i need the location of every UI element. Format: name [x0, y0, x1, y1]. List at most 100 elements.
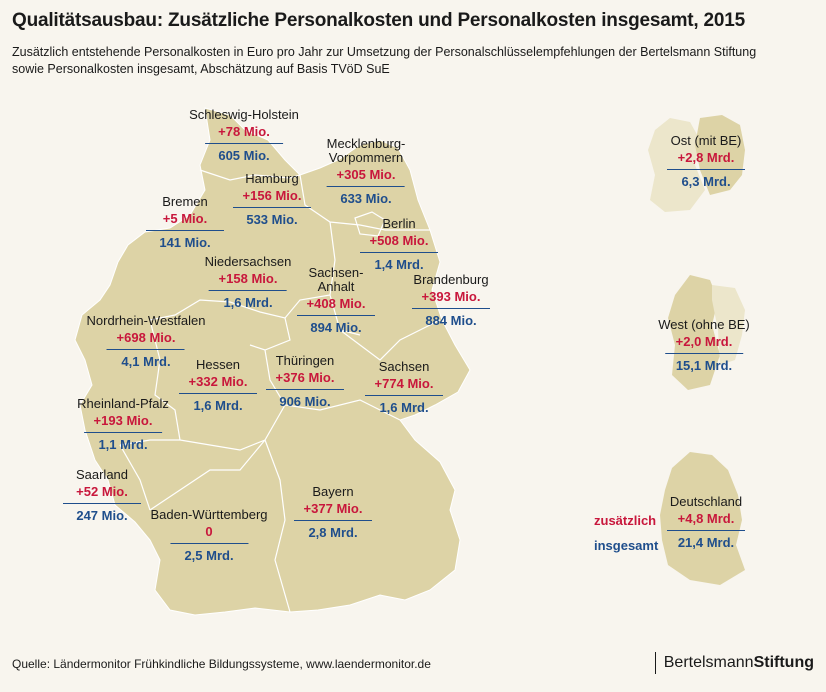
state-name: Nordrhein-Westfalen	[86, 313, 206, 328]
additional-cost: +508 Mio.	[369, 233, 429, 248]
mini-map-west	[668, 275, 745, 390]
state-name: Schleswig-Holstein	[189, 107, 299, 122]
additional-cost: +5 Mio.	[162, 211, 208, 226]
mini-map-ost	[648, 115, 745, 212]
additional-cost: +376 Mio.	[275, 370, 335, 385]
region-name: Ost (mit BE)	[670, 133, 742, 148]
subtitle-line-1: Zusätzlich entstehende Personalkosten in…	[12, 45, 757, 59]
total-cost: 141 Mio.	[159, 235, 211, 250]
additional-cost: +156 Mio.	[242, 188, 302, 203]
brand-logo: BertelsmannStiftung	[654, 652, 814, 674]
additional-cost: +2,0 Mrd.	[675, 334, 733, 349]
additional-cost: +377 Mio.	[303, 501, 363, 516]
total-cost: 4,1 Mrd.	[121, 354, 171, 369]
state-name: Mecklenburg- Vorpommern	[326, 136, 406, 165]
source-note: Quelle: Ländermonitor Frühkindliche Bild…	[12, 657, 431, 671]
additional-cost: +158 Mio.	[218, 271, 278, 286]
state-name: Bayern	[312, 484, 354, 499]
state-label-sachsen-anhalt: Sachsen- Anhalt +408 Mio. 894 Mio.	[297, 266, 375, 336]
additional-cost: +305 Mio.	[336, 167, 396, 182]
divider	[360, 252, 438, 253]
state-label-berlin: Berlin +508 Mio. 1,4 Mrd.	[360, 216, 438, 273]
state-name: Thüringen	[275, 353, 335, 368]
state-name: Sachsen	[378, 359, 430, 374]
state-name: Rheinland-Pfalz	[77, 396, 169, 411]
state-name: Brandenburg	[413, 272, 489, 287]
state-name: Sachsen- Anhalt	[308, 265, 364, 294]
region-name: Deutschland	[669, 494, 743, 509]
region-label-deutschland: Deutschland +4,8 Mrd. 21,4 Mrd.	[667, 494, 745, 551]
state-label-baden-wuerttemberg: Baden-Württemberg 0 2,5 Mrd.	[150, 507, 267, 564]
divider	[204, 143, 283, 144]
total-cost: 605 Mio.	[218, 148, 270, 163]
state-label-thueringen: Thüringen +376 Mio. 906 Mio.	[266, 353, 344, 410]
divider	[297, 315, 375, 316]
state-name: Hessen	[195, 357, 241, 372]
total-cost: 894 Mio.	[310, 320, 362, 335]
total-cost: 533 Mio.	[246, 212, 298, 227]
additional-cost: +2,8 Mrd.	[677, 150, 735, 165]
additional-cost: +408 Mio.	[306, 296, 366, 311]
total-cost: 1,6 Mrd.	[193, 398, 243, 413]
divider	[667, 530, 745, 531]
additional-cost: +332 Mio.	[188, 374, 248, 389]
divider	[63, 503, 141, 504]
additional-cost: +78 Mio.	[218, 124, 270, 139]
state-label-rheinland-pfalz: Rheinland-Pfalz +193 Mio. 1,1 Mrd.	[77, 396, 169, 453]
additional-cost: +774 Mio.	[374, 376, 434, 391]
total-cost: 884 Mio.	[425, 313, 477, 328]
additional-cost: +393 Mio.	[421, 289, 481, 304]
divider	[179, 393, 257, 394]
total-cost: 15,1 Mrd.	[675, 358, 733, 373]
mini-map-deutschland	[660, 452, 745, 585]
total-cost: 1,6 Mrd.	[223, 295, 273, 310]
state-borders	[119, 169, 441, 613]
state-name: Hamburg	[245, 171, 299, 186]
state-label-niedersachsen: Niedersachsen +158 Mio. 1,6 Mrd.	[205, 254, 292, 311]
total-cost: 1,4 Mrd.	[374, 257, 424, 272]
divider	[665, 353, 743, 354]
state-label-sachsen: Sachsen +774 Mio. 1,6 Mrd.	[365, 359, 443, 416]
divider	[106, 349, 185, 350]
state-label-schleswig-holstein: Schleswig-Holstein +78 Mio. 605 Mio.	[189, 107, 299, 164]
divider	[667, 169, 745, 170]
divider	[146, 230, 224, 231]
state-label-bayern: Bayern +377 Mio. 2,8 Mrd.	[294, 484, 372, 541]
divider	[233, 207, 311, 208]
divider	[294, 520, 372, 521]
region-label-west: West (ohne BE) +2,0 Mrd. 15,1 Mrd.	[658, 317, 750, 374]
brand-part-1: Bertelsmann	[663, 654, 754, 671]
divider	[84, 432, 162, 433]
region-name: West (ohne BE)	[658, 317, 750, 332]
additional-cost: +193 Mio.	[93, 413, 153, 428]
state-label-brandenburg: Brandenburg +393 Mio. 884 Mio.	[412, 272, 490, 329]
total-cost: 906 Mio.	[279, 394, 331, 409]
chart-subtitle: Zusätzlich entstehende Personalkosten in…	[12, 44, 756, 78]
additional-cost: 0	[205, 524, 213, 539]
state-name: Bremen	[162, 194, 208, 209]
state-label-bremen: Bremen +5 Mio. 141 Mio.	[146, 194, 224, 251]
state-name: Saarland	[75, 467, 129, 482]
region-label-ost: Ost (mit BE) +2,8 Mrd. 6,3 Mrd.	[667, 133, 745, 190]
state-name: Berlin	[382, 216, 416, 231]
state-label-mecklenburg-vorpommern: Mecklenburg- Vorpommern +305 Mio. 633 Mio…	[327, 137, 406, 207]
state-label-hessen: Hessen +332 Mio. 1,6 Mrd.	[179, 357, 257, 414]
state-label-hamburg: Hamburg +156 Mio. 533 Mio.	[233, 171, 311, 228]
additional-cost: +52 Mio.	[76, 484, 128, 499]
total-cost: 633 Mio.	[340, 191, 392, 206]
divider	[326, 186, 405, 187]
divider	[209, 290, 287, 291]
total-cost: 6,3 Mrd.	[681, 174, 731, 189]
divider	[170, 543, 248, 544]
total-cost: 1,1 Mrd.	[98, 437, 148, 452]
total-cost: 2,5 Mrd.	[184, 548, 234, 563]
brand-part-2: Stiftung	[753, 654, 814, 671]
total-cost: 247 Mio.	[76, 508, 128, 523]
state-name: Niedersachsen	[204, 254, 292, 269]
total-cost: 21,4 Mrd.	[677, 535, 735, 550]
additional-cost: +698 Mio.	[116, 330, 176, 345]
divider	[412, 308, 490, 309]
divider	[266, 389, 344, 390]
state-label-nordrhein-westfalen: Nordrhein-Westfalen +698 Mio. 4,1 Mrd.	[87, 313, 206, 370]
